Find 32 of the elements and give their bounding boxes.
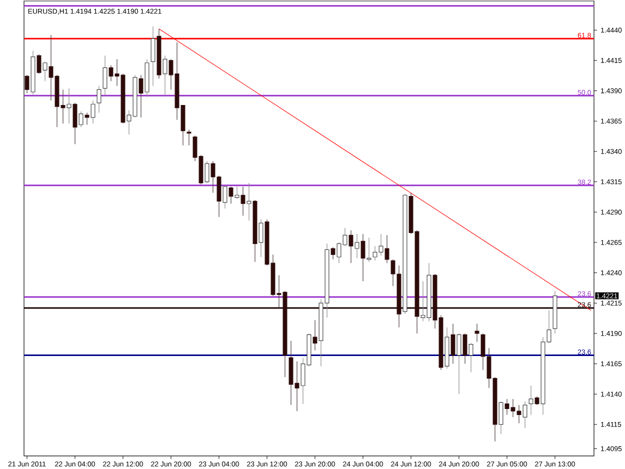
- candlestick: [78, 111, 84, 128]
- candlestick: [168, 58, 174, 90]
- candlestick: [186, 129, 192, 146]
- candlestick: [246, 182, 252, 221]
- candlestick: [354, 234, 360, 259]
- candlestick: [300, 357, 306, 404]
- candlestick: [240, 186, 246, 216]
- candlestick: [276, 274, 282, 308]
- candlestick: [90, 100, 96, 124]
- candlestick: [42, 61, 48, 82]
- candlestick: [468, 342, 474, 373]
- candlestick: [498, 401, 504, 434]
- candlestick: [366, 237, 372, 262]
- candlestick: [474, 323, 480, 342]
- candlestick: [138, 74, 144, 118]
- candlestick: [96, 86, 102, 113]
- candlestick: [102, 55, 108, 96]
- candlestick: [234, 186, 240, 200]
- candlestick: [162, 55, 168, 96]
- candlestick: [228, 186, 234, 204]
- candlestick: [294, 361, 300, 412]
- candlestick: [522, 401, 528, 428]
- candlestick: [528, 385, 534, 416]
- candlestick: [192, 135, 198, 162]
- candlestick: [150, 26, 156, 86]
- candlestick: [108, 65, 114, 82]
- candlestick: [330, 246, 336, 260]
- candlestick: [372, 246, 378, 261]
- candlestick: [66, 88, 72, 124]
- candlestick: [258, 219, 264, 258]
- candlestick: [126, 110, 132, 135]
- candlestick: [456, 333, 462, 394]
